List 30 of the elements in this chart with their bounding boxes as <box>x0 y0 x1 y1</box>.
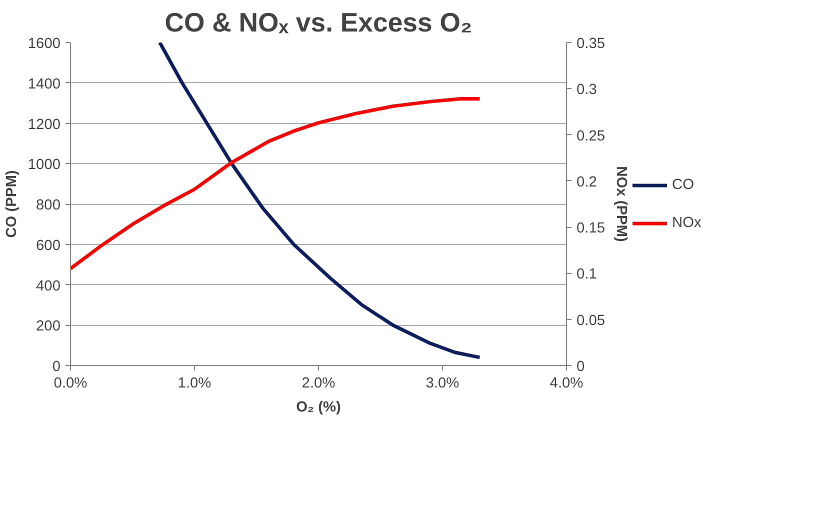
y-tick-label: 200 <box>36 318 61 335</box>
y-tick-label: 600 <box>36 238 61 254</box>
y-tick-label: 800 <box>36 198 61 214</box>
x-axis-title: O₂ (%) <box>296 400 342 416</box>
y-tick-label: 400 <box>36 278 61 294</box>
x-tick-label: 2.0% <box>302 376 336 392</box>
y2-tick-label: 0.25 <box>576 128 606 144</box>
legend-label: NOx <box>672 214 702 230</box>
legend-label: CO <box>672 176 694 192</box>
y2-tick-label: 0.3 <box>576 82 597 98</box>
chart-title: CO & NOₓ vs. Excess O₂ <box>164 8 472 38</box>
y-tick-label: 0 <box>52 359 61 375</box>
y2-tick-label: 0.15 <box>576 220 606 237</box>
line-series <box>158 42 482 360</box>
y2-tick-label: 0 <box>576 359 585 375</box>
y-tick-label: 1600 <box>28 36 61 52</box>
y-tick-label: 1200 <box>28 116 61 133</box>
x-tick-label: 0.0% <box>54 376 88 392</box>
x-tick-label: 1.0% <box>178 376 212 392</box>
line-series <box>70 97 482 270</box>
y2-axis-title: NOx (PPM) <box>613 166 630 242</box>
x-tick-label: 3.0% <box>426 376 460 392</box>
y-tick-label: 1000 <box>28 157 61 174</box>
y-axis-title: CO (PPM) <box>4 170 20 238</box>
y2-tick-label: 0.2 <box>576 174 597 190</box>
y2-tick-label: 0.35 <box>576 36 606 52</box>
x-tick-label: 4.0% <box>550 376 584 392</box>
y2-tick-label: 0.1 <box>576 266 597 283</box>
y-tick-label: 1400 <box>28 76 61 92</box>
y2-tick-label: 0.05 <box>576 312 606 329</box>
